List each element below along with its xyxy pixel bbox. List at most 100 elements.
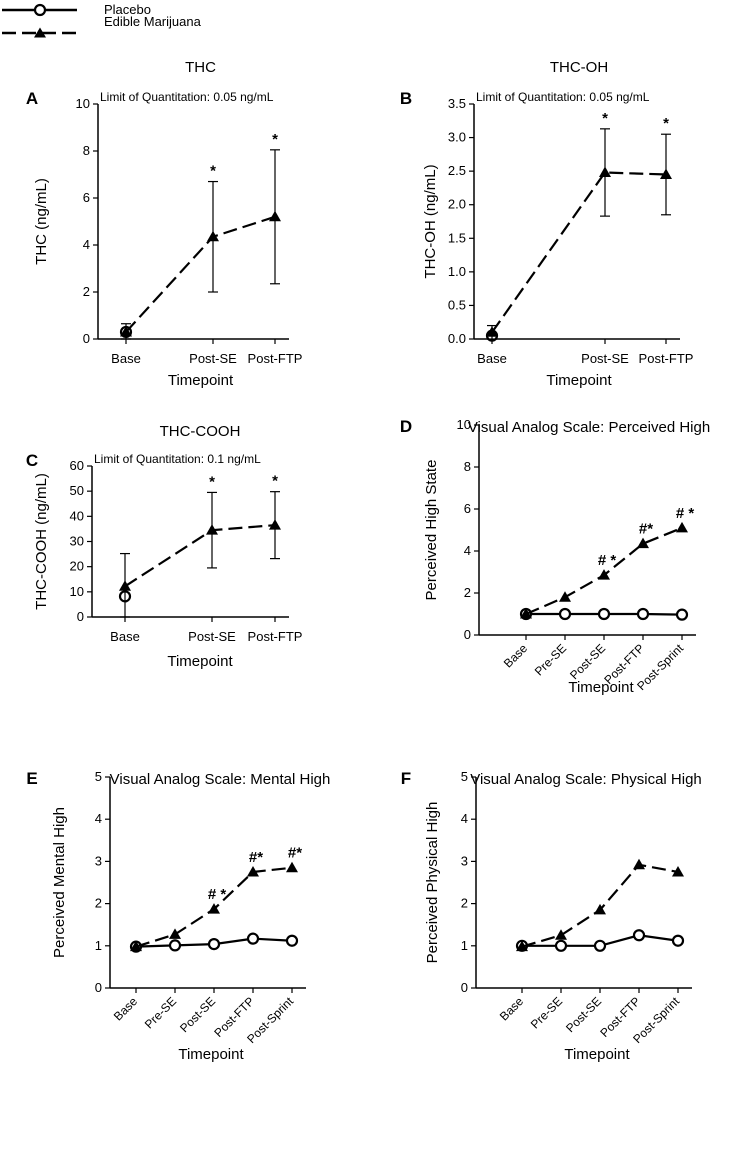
marijuana-point xyxy=(559,591,571,602)
x-axis-label: Timepoint xyxy=(546,372,612,389)
y-tick-label: 8 xyxy=(464,459,471,474)
marijuana-point xyxy=(119,580,131,591)
x-tick-label: Pre-SE xyxy=(528,994,565,1031)
marijuana-line xyxy=(491,171,667,333)
x-tick-label: Post-SE xyxy=(188,629,236,644)
panel-letter: F xyxy=(401,769,411,788)
chart-title: Visual Analog Scale: Perceived High xyxy=(468,419,710,436)
legend-placebo-label: Placebo xyxy=(104,2,151,17)
significance-mark: * xyxy=(209,473,215,490)
significance-mark: * xyxy=(272,473,278,490)
chart-title: THC xyxy=(185,59,216,76)
marijuana-point xyxy=(520,608,532,619)
y-tick-label: 4 xyxy=(464,543,471,558)
chart-panel-e: E Visual Analog Scale: Mental High 0 1 2 3 4 5 B… xyxy=(26,769,330,1063)
y-tick-label: 30 xyxy=(70,534,84,549)
x-tick-label: Base xyxy=(111,351,141,366)
significance-mark: # * xyxy=(676,505,695,522)
placebo-point xyxy=(207,938,221,951)
x-tick-label: Post-FTP xyxy=(248,351,303,366)
placebo-point xyxy=(593,939,607,952)
legend-marijuana-marker xyxy=(34,27,46,38)
marijuana-point xyxy=(486,326,498,337)
y-tick-label: 6 xyxy=(464,501,471,516)
marijuana-point xyxy=(208,903,220,914)
significance-mark: * xyxy=(272,131,278,148)
marijuana-line xyxy=(124,524,276,588)
panel-letter: C xyxy=(26,451,38,470)
placebo-point xyxy=(632,929,646,942)
y-tick-label: 1.5 xyxy=(448,230,466,245)
y-tick-label: 50 xyxy=(70,483,84,498)
marijuana-point xyxy=(599,166,611,177)
y-tick-label: 0 xyxy=(461,980,468,995)
marijuana-point xyxy=(660,168,672,179)
y-tick-label: 5 xyxy=(461,769,468,784)
y-tick-label: 4 xyxy=(95,811,102,826)
x-tick-label: Base xyxy=(497,994,526,1023)
x-tick-label: Pre-SE xyxy=(142,994,179,1031)
significance-mark: # * xyxy=(208,886,227,903)
x-axis-label: Timepoint xyxy=(167,653,233,670)
x-tick-label: Base xyxy=(110,629,140,644)
y-tick-label: 2.0 xyxy=(448,197,466,212)
marijuana-point xyxy=(130,940,142,952)
annotation: Limit of Quantitation: 0.1 ng/mL xyxy=(94,452,261,466)
x-tick-label: Post-SE xyxy=(189,351,237,366)
significance-mark: #* xyxy=(639,521,653,538)
chart-title: THC-OH xyxy=(550,59,608,76)
marijuana-point xyxy=(594,903,606,915)
y-tick-label: 3.5 xyxy=(448,96,466,111)
y-tick-label: 0 xyxy=(83,331,90,346)
y-tick-label: 0.0 xyxy=(448,331,466,346)
x-tick-label: Post-FTP xyxy=(248,629,303,644)
y-axis-label: Perceived High State xyxy=(423,460,440,601)
y-axis-label: THC (ng/mL) xyxy=(33,178,50,265)
y-tick-label: 1 xyxy=(95,938,102,953)
panel-letter: B xyxy=(400,89,412,108)
marijuana-point xyxy=(286,861,298,873)
significance-mark: * xyxy=(210,163,216,180)
chart-panel-f: F Visual Analog Scale: Physical High 0 1 2 3 4… xyxy=(401,769,702,1063)
y-tick-label: 4 xyxy=(461,811,468,826)
y-tick-label: 10 xyxy=(457,417,471,432)
placebo-point xyxy=(554,939,568,952)
marijuana-point xyxy=(633,858,645,870)
y-tick-label: 0 xyxy=(464,627,471,642)
marijuana-point xyxy=(247,865,259,877)
annotation: Limit of Quantitation: 0.05 ng/mL xyxy=(100,90,274,104)
chart-panel-c: C THC-COOH Limit of Quantitation: 0.1 ng/m… xyxy=(26,423,303,670)
panel-letter: A xyxy=(26,89,38,108)
annotation: Limit of Quantitation: 0.05 ng/mL xyxy=(476,90,650,104)
x-axis-label: Timepoint xyxy=(564,1046,630,1063)
legend-placebo-marker xyxy=(33,3,47,17)
placebo-point xyxy=(671,934,685,947)
panel-letter: D xyxy=(400,417,412,436)
marijuana-point xyxy=(516,940,528,952)
x-tick-label: Base xyxy=(477,351,507,366)
x-tick-label: Post-SE xyxy=(581,351,629,366)
x-axis-label: Timepoint xyxy=(568,679,634,696)
y-axis-label: Perceived Mental High xyxy=(51,807,68,958)
chart-panel-b: B THC-OH Limit of Quantitation: 0.05 ng/mL… xyxy=(400,59,694,389)
y-axis-label: Perceived Physical High xyxy=(424,802,441,964)
chart-title: Visual Analog Scale: Physical High xyxy=(470,771,702,788)
y-tick-label: 10 xyxy=(76,96,90,111)
marijuana-point xyxy=(206,524,218,535)
y-tick-label: 40 xyxy=(70,508,84,523)
panel-letter: E xyxy=(26,769,37,788)
placebo-point xyxy=(675,608,689,621)
y-tick-label: 0.5 xyxy=(448,297,466,312)
y-tick-label: 60 xyxy=(70,458,84,473)
legend: Placebo Edible Marijuana xyxy=(2,2,202,38)
y-tick-label: 0 xyxy=(77,609,84,624)
x-tick-label: Base xyxy=(111,994,140,1023)
y-tick-label: 10 xyxy=(70,584,84,599)
y-tick-label: 2.5 xyxy=(448,163,466,178)
placebo-point xyxy=(597,607,611,621)
marijuana-point xyxy=(207,230,219,242)
marijuana-point xyxy=(598,569,610,580)
significance-mark: #* xyxy=(288,845,302,862)
y-tick-label: 2 xyxy=(95,896,102,911)
